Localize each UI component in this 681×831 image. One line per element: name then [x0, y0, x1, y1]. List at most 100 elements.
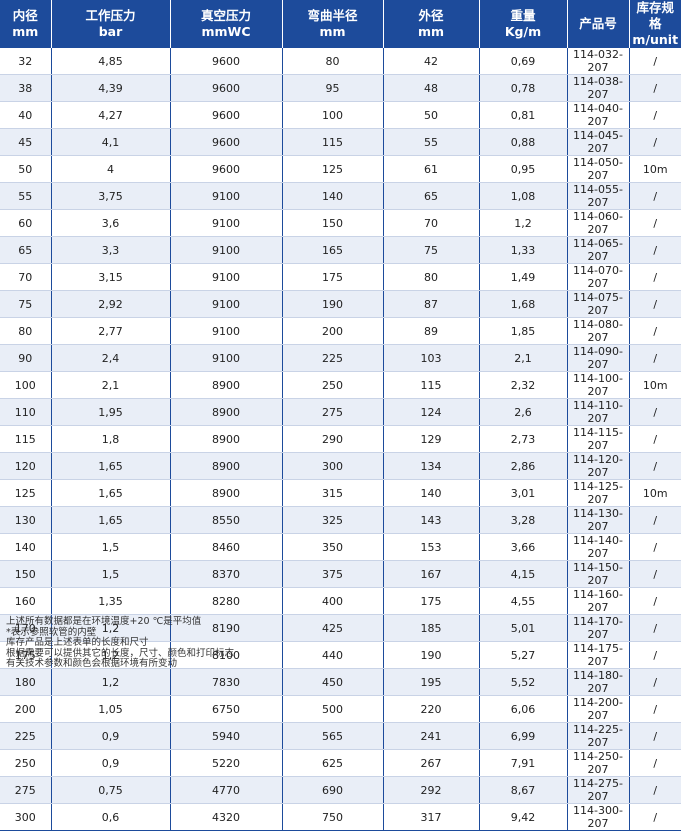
cell-vacuum-pressure: 9600 [170, 155, 283, 183]
cell-weight: 0,81 [479, 101, 568, 129]
cell-working-pressure: 0,9 [51, 722, 171, 750]
cell-stock-length: / [629, 101, 681, 129]
cell-vacuum-pressure: 9100 [170, 236, 283, 264]
cell-stock-length: / [629, 695, 681, 723]
footnote-line: 有关技术参数和颜色会根据环境有所变动 [6, 658, 178, 669]
header-label: 库存规格 [636, 0, 674, 31]
cell-weight: 2,32 [479, 371, 568, 399]
cell-weight: 5,52 [479, 668, 568, 696]
cell-product-number: 114-038-207 [567, 74, 630, 102]
cell-outer-diameter: 65 [383, 182, 480, 210]
cell-vacuum-pressure: 8190 [170, 614, 283, 642]
cell-weight: 2,86 [479, 452, 568, 480]
cell-bend-radius: 250 [282, 371, 384, 399]
cell-inner-diameter: 170 [0, 614, 52, 642]
header-unit: mmWC [201, 24, 251, 39]
cell-product-number: 114-055-207 [567, 182, 630, 210]
cell-outer-diameter: 134 [383, 452, 480, 480]
header-label: 真空压力 [200, 8, 251, 23]
cell-bend-radius: 750 [282, 803, 384, 831]
footnote-line: 根据需要可以提供其它的长度，尺寸、颜色和打印标志 [6, 647, 235, 659]
table-body: 32 4,85 9600 80 42 0,69 114-032-207/38 4,39 9600… [0, 48, 681, 831]
cell-bend-radius: 400 [282, 587, 384, 615]
cell-product-number: 114-075-207 [567, 290, 630, 318]
cell-inner-diameter: 180 [0, 668, 52, 696]
table-row: 200 1,05 6750 500 220 6,06 114-200-207/ [0, 695, 681, 723]
cell-outer-diameter: 317 [383, 803, 480, 831]
cell-bend-radius: 450 [282, 668, 384, 696]
cell-working-pressure: 1,65 [51, 506, 171, 534]
cell-vacuum-pressure: 9100 [170, 344, 283, 372]
cell-bend-radius: 565 [282, 722, 384, 750]
table-row: 125 1,65 8900 315 140 3,01 114-125-207 10m [0, 479, 681, 507]
cell-vacuum-pressure: 6750 [170, 695, 283, 723]
header-label: 产品号 [579, 16, 617, 31]
cell-weight: 2,1 [479, 344, 568, 372]
cell-outer-diameter: 55 [383, 128, 480, 156]
cell-weight: 0,78 [479, 74, 568, 102]
cell-inner-diameter: 60 [0, 209, 52, 237]
cell-product-number: 114-140-207 [567, 533, 630, 561]
cell-outer-diameter: 70 [383, 209, 480, 237]
cell-inner-diameter: 225 [0, 722, 52, 750]
cell-weight: 3,28 [479, 506, 568, 534]
cell-weight: 1,68 [479, 290, 568, 318]
cell-stock-length: / [629, 317, 681, 345]
cell-working-pressure: 2,92 [51, 290, 171, 318]
cell-product-number: 114-225-207 [567, 722, 630, 750]
table-row: 275 0,75 4770 690 292 8,67 114-275-207/ [0, 776, 681, 804]
table-row: 170 1,2 8190 425 185 5,01 114-170-207/ [0, 614, 681, 642]
cell-bend-radius: 375 [282, 560, 384, 588]
table-row: 180 1,2 7830 450 195 5,52 114-180-207/ [0, 668, 681, 696]
cell-product-number: 114-120-207 [567, 452, 630, 480]
cell-stock-length: / [629, 506, 681, 534]
cell-inner-diameter: 175 [0, 641, 52, 669]
header-weight: 重量 Kg/m [479, 0, 568, 48]
cell-working-pressure: 3,75 [51, 182, 171, 210]
table-header-row: 内径 mm 工作压力 bar 真空压力 mmWC 弯曲半径 mm 外径 mm 重量 Kg/m 产品号 库存… [0, 0, 681, 48]
table-row: 250 0,9 5220 625 267 7,91 114-250-207/ [0, 749, 681, 777]
cell-inner-diameter: 130 [0, 506, 52, 534]
cell-bend-radius: 290 [282, 425, 384, 453]
cell-stock-length: / [629, 587, 681, 615]
cell-inner-diameter: 160 [0, 587, 52, 615]
header-label: 内径 [12, 8, 38, 23]
header-unit: mm [417, 24, 445, 39]
cell-vacuum-pressure: 9600 [170, 128, 283, 156]
cell-working-pressure: 1,8 [51, 425, 171, 453]
cell-inner-diameter: 70 [0, 263, 52, 291]
cell-inner-diameter: 150 [0, 560, 52, 588]
cell-vacuum-pressure: 9100 [170, 317, 283, 345]
cell-product-number: 114-180-207 [567, 668, 630, 696]
header-working-pressure: 工作压力 bar [51, 0, 171, 48]
cell-outer-diameter: 80 [383, 263, 480, 291]
cell-stock-length: / [629, 803, 681, 831]
cell-working-pressure: 3,6 [51, 209, 171, 237]
cell-outer-diameter: 129 [383, 425, 480, 453]
cell-working-pressure: 1,65 [51, 479, 171, 507]
table-row: 45 4,1 9600 115 55 0,88 114-045-207/ [0, 128, 681, 156]
cell-weight: 1,2 [479, 209, 568, 237]
cell-bend-radius: 300 [282, 452, 384, 480]
cell-product-number: 114-070-207 [567, 263, 630, 291]
cell-bend-radius: 200 [282, 317, 384, 345]
cell-outer-diameter: 115 [383, 371, 480, 399]
table-row: 60 3,6 9100 150 70 1,2 114-060-207/ [0, 209, 681, 237]
cell-vacuum-pressure: 8900 [170, 479, 283, 507]
cell-outer-diameter: 89 [383, 317, 480, 345]
cell-bend-radius: 315 [282, 479, 384, 507]
cell-stock-length: / [629, 749, 681, 777]
cell-bend-radius: 625 [282, 749, 384, 777]
cell-outer-diameter: 50 [383, 101, 480, 129]
cell-bend-radius: 350 [282, 533, 384, 561]
cell-stock-length: 10m [629, 155, 681, 183]
cell-vacuum-pressure: 8550 [170, 506, 283, 534]
cell-product-number: 114-175-207 [567, 641, 630, 669]
table-row: 80 2,77 9100 200 89 1,85 114-080-207/ [0, 317, 681, 345]
cell-stock-length: / [629, 182, 681, 210]
cell-stock-length: / [629, 533, 681, 561]
header-bend-radius: 弯曲半径 mm [282, 0, 384, 48]
cell-working-pressure: 2,1 [51, 371, 171, 399]
cell-stock-length: / [629, 641, 681, 669]
